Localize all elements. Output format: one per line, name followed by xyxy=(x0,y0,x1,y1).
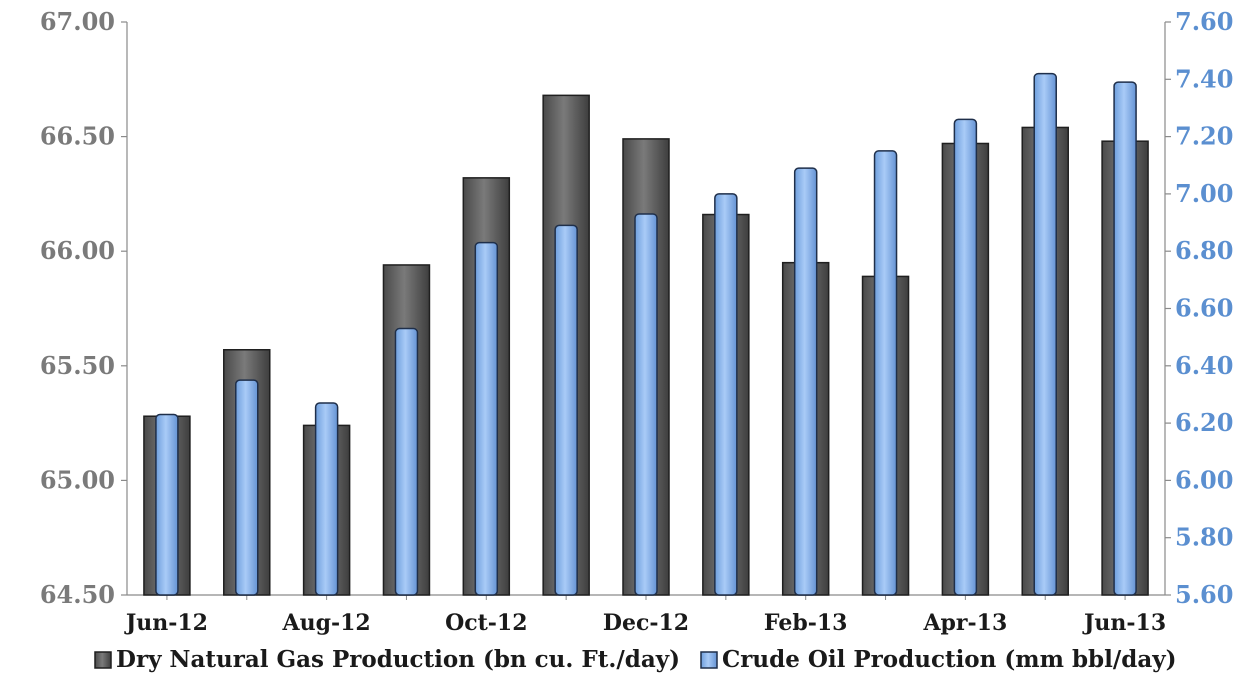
x-tick-label: Oct-12 xyxy=(445,610,527,636)
left-tick-label: 66.50 xyxy=(40,122,115,151)
right-tick-label: 7.00 xyxy=(1175,179,1233,208)
oil-bar xyxy=(235,379,259,596)
x-tick-label: Aug-12 xyxy=(282,610,371,636)
oil-bar xyxy=(793,167,818,596)
x-tick-label: Jun-12 xyxy=(124,610,208,636)
oil-bar xyxy=(554,224,578,596)
oil-bar xyxy=(953,118,978,596)
right-tick-label: 5.80 xyxy=(1175,523,1233,552)
left-tick-label: 64.50 xyxy=(40,580,115,609)
x-tick-label: Apr-13 xyxy=(922,610,1007,636)
right-tick-label: 7.40 xyxy=(1175,64,1233,93)
right-tick-label: 5.60 xyxy=(1175,580,1233,609)
oil-bar xyxy=(1113,81,1137,596)
right-tick-label: 6.20 xyxy=(1175,408,1233,437)
right-tick-label: 6.00 xyxy=(1175,465,1233,494)
bars xyxy=(143,72,1149,596)
left-tick-label: 67.00 xyxy=(40,7,115,36)
legend-gas-label: Dry Natural Gas Production (bn cu. Ft./d… xyxy=(116,646,680,673)
x-tick-label: Feb-13 xyxy=(764,610,848,636)
legend-oil-label: Crude Oil Production (mm bbl/day) xyxy=(722,646,1176,673)
left-tick-label: 65.00 xyxy=(40,465,115,494)
x-tick-label: Jun-13 xyxy=(1082,610,1166,636)
right-tick-label: 6.60 xyxy=(1175,294,1233,323)
tick-labels: 64.50 65.00 65.50 66.00 66.50 67.00 5.60 5.80 6.… xyxy=(40,7,1234,636)
x-tick-label: Dec-12 xyxy=(603,610,689,636)
right-tick-label: 6.80 xyxy=(1175,236,1233,265)
oil-bar xyxy=(634,213,658,596)
oil-bar xyxy=(714,193,738,596)
right-tick-label: 6.40 xyxy=(1175,351,1233,380)
oil-bar xyxy=(474,241,499,596)
oil-bar xyxy=(873,150,898,596)
oil-bar xyxy=(1033,72,1057,596)
left-tick-label: 66.00 xyxy=(40,236,115,265)
legend-oil-swatch xyxy=(700,651,718,669)
right-tick-label: 7.20 xyxy=(1175,122,1233,151)
right-tick-label: 7.60 xyxy=(1175,7,1233,36)
left-tick-label: 65.50 xyxy=(40,351,115,380)
oil-bar xyxy=(394,327,419,596)
oil-bar xyxy=(314,402,339,596)
legend-gas-swatch xyxy=(94,651,112,669)
oil-bar xyxy=(155,413,179,596)
legend: Dry Natural Gas Production (bn cu. Ft./d… xyxy=(94,646,1176,673)
